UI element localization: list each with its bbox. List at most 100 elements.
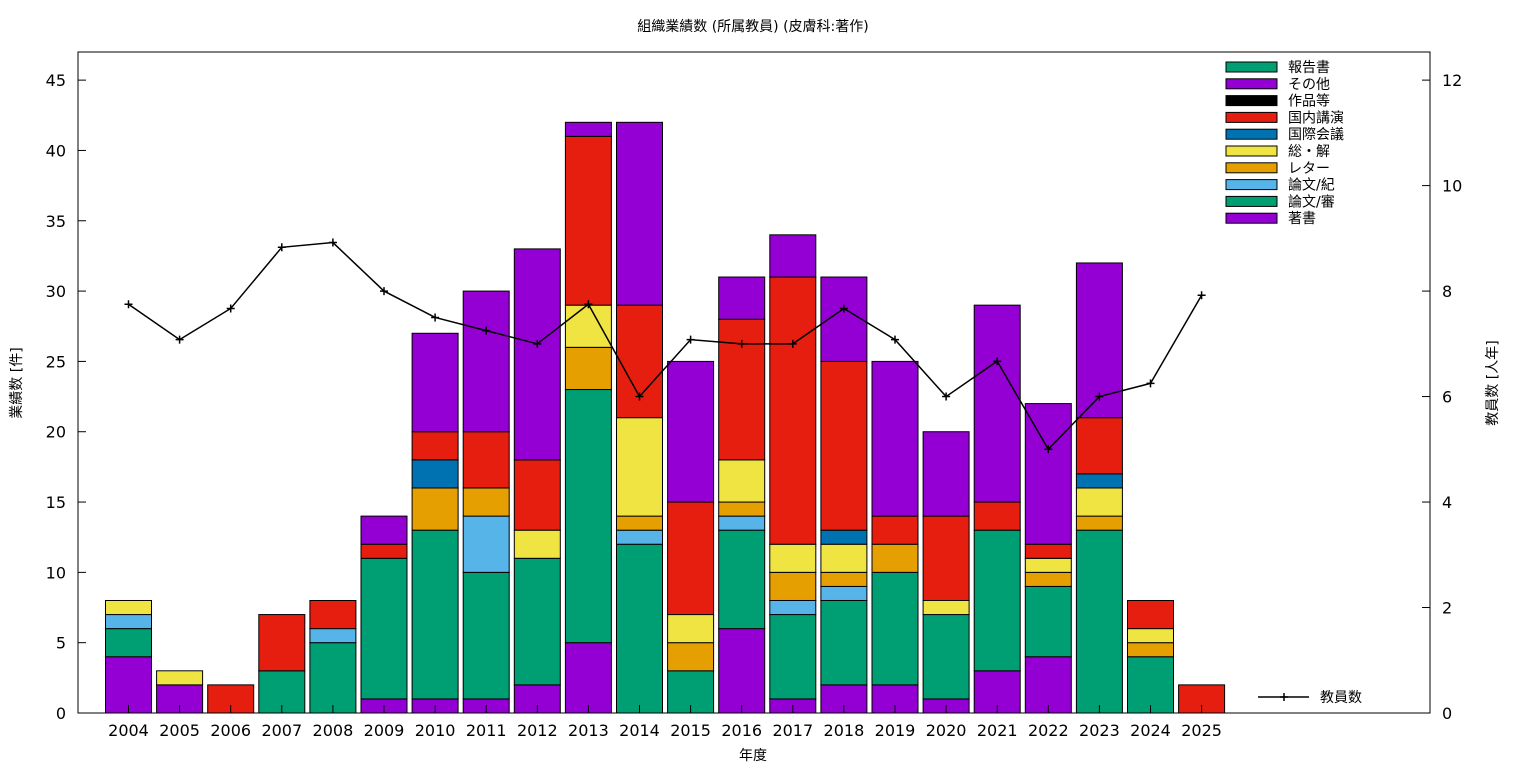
bar-segment [309, 599, 357, 630]
bar-segment [564, 304, 612, 348]
bar-segment [871, 515, 919, 545]
faculty-count-point [431, 313, 440, 322]
chart-title: 組織業績数 (所属教員) (皮膚科:著作) [637, 19, 868, 35]
faculty-count-point [328, 238, 337, 247]
x-tick-label: 2022 [1028, 721, 1069, 740]
y-tick-label: 20 [46, 423, 66, 442]
bar-segment [667, 642, 715, 672]
faculty-count-point [686, 335, 695, 344]
legend-swatch [1225, 61, 1278, 73]
bar-segment [309, 628, 357, 644]
plot-border [77, 51, 1431, 714]
bar-segment [871, 543, 919, 573]
bar-segment [462, 515, 510, 573]
bar-segment [616, 515, 663, 531]
x-tick-label: 2021 [977, 721, 1018, 740]
x-tick-label: 2020 [926, 721, 967, 740]
legend-swatch [1225, 179, 1278, 191]
bar-segment [411, 332, 459, 433]
bar-segment [769, 599, 817, 616]
faculty-count-point [1044, 445, 1053, 454]
legend-line-marker [1280, 693, 1288, 701]
legend-label: 総・解 [1288, 144, 1330, 160]
legend-swatch [1225, 162, 1278, 174]
y-tick-label: 25 [46, 352, 66, 371]
legend-label: 論文/紀 [1288, 178, 1335, 194]
bar-segment [1075, 473, 1123, 489]
bar-segment [1024, 557, 1072, 573]
bar-segment [513, 248, 561, 461]
bar-segment [769, 543, 817, 573]
legend-swatch [1225, 95, 1278, 107]
legend-label: 国際会議 [1288, 126, 1344, 143]
x-tick-label: 2017 [772, 721, 813, 740]
bar-segment [1127, 628, 1174, 644]
bar-segment [564, 346, 612, 391]
bar-segment [820, 585, 868, 601]
x-tick-label: 2015 [670, 721, 711, 740]
bar-segment [1127, 642, 1174, 658]
y2-tick-label: 6 [1442, 388, 1452, 407]
bar-segment [564, 135, 612, 306]
bar-segment [462, 290, 510, 433]
y2-tick-label: 4 [1442, 493, 1452, 512]
bar-segment [667, 501, 715, 616]
bar-segment [1075, 515, 1123, 531]
bar-segment [769, 234, 817, 278]
x-tick-label: 2007 [261, 721, 302, 740]
bar-segment [1024, 543, 1072, 559]
x-tick-label: 2011 [466, 721, 507, 740]
y-tick-label: 35 [46, 212, 66, 231]
bar-segment [564, 642, 612, 714]
bar-segment [667, 360, 715, 503]
faculty-count-point [482, 326, 491, 335]
bar-segment [564, 389, 612, 644]
legend-label: その他 [1288, 77, 1330, 93]
y2-tick-label: 2 [1442, 599, 1452, 618]
bar-segment [411, 529, 459, 700]
bar-segment [462, 571, 510, 700]
bar-segment [616, 121, 663, 306]
faculty-count-point [124, 300, 133, 309]
x-tick-label: 2006 [210, 721, 251, 740]
bar-segment [105, 628, 152, 658]
bar-segment [973, 529, 1021, 672]
bar-segment [820, 360, 868, 531]
bar-segment [718, 501, 766, 517]
x-tick-label: 2019 [875, 721, 916, 740]
legend-swatch [1225, 212, 1278, 224]
faculty-count-point [839, 304, 848, 313]
bar-segment [769, 614, 817, 700]
bars-group [105, 121, 1226, 714]
x-tick-label: 2012 [517, 721, 558, 740]
bar-segment [1075, 417, 1123, 475]
bar-segment [922, 599, 970, 616]
faculty-count-point [993, 357, 1002, 366]
legend-label: 国内講演 [1288, 110, 1344, 126]
bar-segment [718, 276, 766, 320]
bar-segment [411, 431, 459, 461]
bar-segment [1024, 585, 1072, 658]
bar-segment [922, 431, 970, 517]
legend-label: 著書 [1288, 211, 1316, 227]
bar-segment [769, 276, 817, 545]
x-tick-label: 2025 [1181, 721, 1222, 740]
bar-segment [462, 431, 510, 489]
y-tick-label: 40 [46, 141, 66, 160]
bar-segment [973, 304, 1021, 503]
legend-swatch [1225, 111, 1278, 123]
faculty-count-point [891, 335, 899, 344]
legend-label: 論文/審 [1288, 194, 1335, 210]
bar-segment [258, 614, 306, 672]
legend-swatch [1225, 195, 1278, 207]
bar-segment [1024, 403, 1072, 545]
bar-segment [718, 628, 766, 714]
faculty-count-point [635, 392, 644, 401]
bar-segment [820, 599, 868, 686]
bar-segment [820, 543, 868, 573]
bar-segment [513, 529, 561, 559]
bar-segment [769, 571, 817, 601]
y-tick-label: 15 [46, 493, 66, 512]
line-group [124, 238, 1206, 454]
x-tick-label: 2010 [415, 721, 456, 740]
